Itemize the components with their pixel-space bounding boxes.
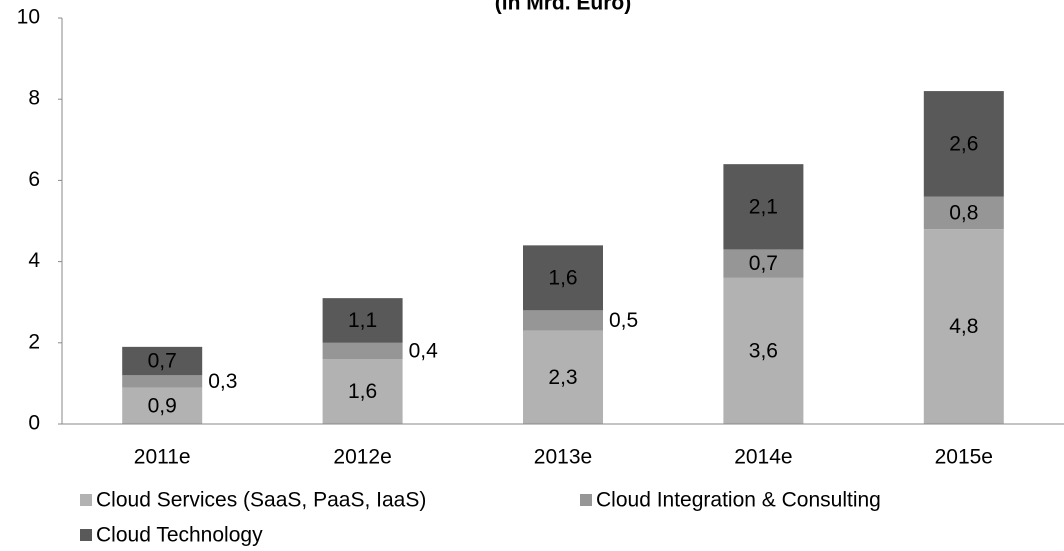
bar-segment [723, 277, 804, 424]
y-tick-label: 8 [28, 87, 40, 110]
legend-swatch [80, 529, 92, 541]
value-label: 0,7 [749, 252, 778, 275]
value-label: 1,6 [348, 380, 377, 403]
value-label: 3,6 [749, 339, 778, 362]
bar-segment [923, 196, 1004, 230]
x-tick-label: 2012e [333, 446, 391, 469]
y-tick-label: 10 [17, 6, 40, 29]
value-label: 2,1 [749, 195, 778, 218]
bar-segment [523, 245, 603, 311]
value-label: 0,7 [148, 350, 177, 373]
legend-swatch [580, 494, 592, 506]
value-label: 0,5 [609, 309, 638, 332]
legend-swatch [80, 494, 92, 506]
value-label: 1,1 [348, 309, 377, 332]
chart-title: (in Mrd. Euro) [495, 0, 631, 15]
bar-segment [523, 310, 603, 331]
value-label: 0,4 [409, 339, 439, 362]
y-tick-label: 6 [28, 168, 40, 191]
bar-segment [122, 346, 203, 376]
legend-label: Cloud Services (SaaS, PaaS, IaaS) [96, 489, 426, 512]
bar-segment [322, 298, 403, 343]
bar-segment [723, 249, 804, 278]
value-label: 0,8 [949, 201, 978, 224]
x-tick-label: 2015e [935, 446, 993, 469]
bar-segment [122, 375, 203, 388]
x-tick-label: 2011e [134, 446, 191, 469]
value-label: 2,6 [949, 132, 978, 155]
legend-label: Cloud Integration & Consulting [596, 489, 881, 512]
bar-segment [923, 229, 1004, 424]
y-tick-label: 4 [28, 249, 40, 272]
bar-segment [923, 91, 1004, 197]
x-tick-label: 2013e [534, 446, 592, 469]
bar-segment [723, 164, 804, 250]
y-tick-label: 2 [28, 330, 40, 353]
value-label: 0,3 [208, 370, 237, 393]
value-label: 1,6 [548, 266, 577, 289]
bar-segment [122, 387, 203, 424]
x-tick-label: 2014e [734, 446, 792, 469]
bar-segment [322, 342, 403, 360]
y-tick-label: 0 [28, 412, 40, 435]
bar-segment [322, 359, 403, 424]
bar-segment [523, 330, 603, 424]
value-label: 2,3 [548, 366, 577, 389]
value-label: 4,8 [949, 315, 978, 338]
legend-label: Cloud Technology [96, 524, 263, 547]
value-label: 0,9 [148, 394, 177, 417]
